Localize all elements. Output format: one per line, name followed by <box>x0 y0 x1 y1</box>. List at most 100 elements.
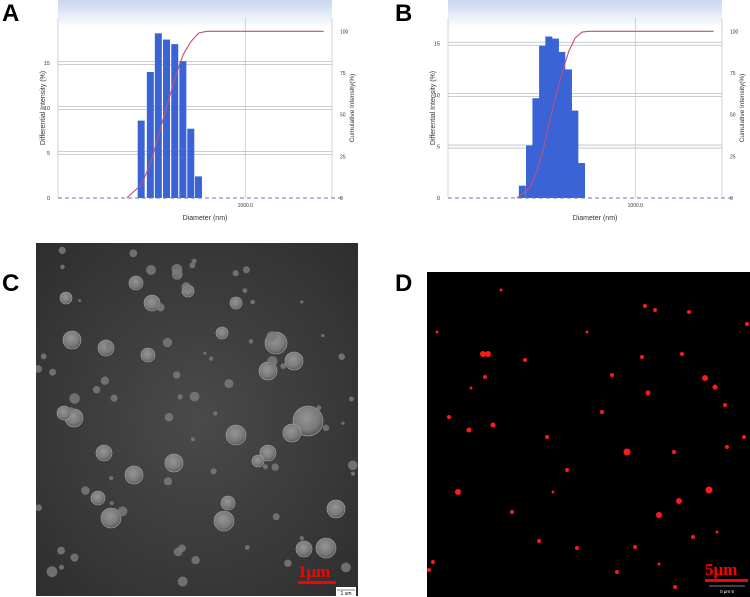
fluorescent-dot-20 <box>673 585 677 589</box>
small-particle <box>232 270 239 277</box>
fluorescence-background <box>427 272 750 597</box>
fluorescent-dot-7 <box>702 375 708 381</box>
small-particle <box>316 405 322 411</box>
small-particle <box>40 353 47 360</box>
fluorescent-dot-10 <box>466 427 472 433</box>
nanoparticle-10 <box>164 453 184 473</box>
fluorescent-dot-43 <box>435 330 439 334</box>
small-particle <box>321 334 325 338</box>
fluorescent-dot-33 <box>672 450 676 454</box>
small-particle <box>177 394 183 400</box>
scale-legend-box <box>336 587 356 596</box>
nanoparticle-11 <box>225 424 247 446</box>
y-tick-label: 15 <box>434 42 440 48</box>
bar-0 <box>137 120 145 198</box>
small-particle <box>109 476 114 481</box>
small-particle <box>67 407 75 414</box>
small-particle <box>36 365 42 373</box>
bar-0 <box>518 185 526 198</box>
small-particle <box>105 341 115 352</box>
small-particle <box>203 351 207 355</box>
bar-6 <box>187 128 195 198</box>
small-particle <box>242 266 250 274</box>
bar-5 <box>551 38 559 199</box>
y-tick-label: 0 <box>47 196 50 202</box>
small-particle <box>213 411 218 416</box>
small-particle <box>322 424 330 431</box>
fluorescent-dot-37 <box>742 435 746 439</box>
nanoparticle-15 <box>292 405 324 437</box>
fluorescent-dot-4 <box>455 489 461 495</box>
nanoparticle-16 <box>282 423 302 443</box>
small-particle <box>173 371 181 379</box>
small-particle <box>210 468 217 475</box>
y-tick-label: 10 <box>434 93 440 99</box>
small-particle <box>49 368 56 376</box>
y2-axis-label: Cumulative Intensity(%) <box>349 74 356 143</box>
bar-4 <box>545 36 553 199</box>
x-tick-label: 1000.0 <box>238 203 254 209</box>
fluorescent-dot-6 <box>656 512 662 518</box>
dls-chart-a: 0 5 10 15 0 25 50 75 100 1000.0 Diameter (nm) Diffe… <box>40 0 356 222</box>
bar-1 <box>526 145 534 198</box>
tem-micrograph: 1μm 1 um <box>36 243 358 596</box>
panel-label-d: D <box>395 270 413 297</box>
small-particle <box>78 299 82 303</box>
small-particle <box>163 477 172 486</box>
small-particle <box>173 547 183 557</box>
fluorescent-dot-0 <box>480 351 486 357</box>
fluorescent-dot-12 <box>610 373 614 377</box>
small-particle <box>46 566 58 578</box>
fluorescent-dot-11 <box>490 422 496 428</box>
fluorescent-dot-34 <box>431 560 435 564</box>
fluorescent-dot-15 <box>745 322 749 326</box>
small-particle <box>250 299 255 305</box>
small-particle <box>162 338 173 348</box>
small-particle <box>109 501 114 506</box>
scale-small-label-d: 0 μm 5 <box>720 589 734 594</box>
fluorescent-dot-3 <box>705 486 713 494</box>
y2-tick-label: 100 <box>730 29 739 35</box>
scale-label-d: 5μm <box>705 560 737 579</box>
scale-bar <box>298 581 336 584</box>
bar-1 <box>146 72 154 198</box>
bar-4 <box>171 44 179 198</box>
scale-bar-d <box>705 579 748 582</box>
fluorescent-dot-31 <box>510 510 514 514</box>
x-axis-label: Diameter (nm) <box>573 215 618 222</box>
y2-axis-label: Cumulative Intensity(%) <box>739 74 746 143</box>
fluorescent-dot-35 <box>633 545 637 549</box>
fluorescent-dot-5 <box>676 498 682 504</box>
small-particle <box>191 556 200 565</box>
y-tick-label: 0 <box>437 196 440 202</box>
chart-header-band <box>448 0 722 28</box>
nanoparticle-2 <box>140 347 156 363</box>
fluorescent-dot-16 <box>723 403 727 407</box>
small-particle <box>262 464 268 470</box>
fluorescent-dot-25 <box>447 415 451 419</box>
fluorescent-dot-9 <box>645 390 651 396</box>
small-particle <box>280 363 287 369</box>
small-particle <box>58 246 66 254</box>
dls-chart-b: 0 5 10 15 0 25 50 75 100 1000.0 Diameter (nm) Diffe… <box>430 0 746 222</box>
small-particle <box>156 303 165 312</box>
fluorescent-dot-29 <box>691 535 695 539</box>
cumulative-line <box>516 30 714 199</box>
bar-2 <box>532 98 540 198</box>
nanoparticle-0 <box>62 330 82 350</box>
small-particle <box>341 562 351 573</box>
fluorescent-dot-18 <box>575 546 579 550</box>
small-particle <box>266 331 278 342</box>
bar-3 <box>539 45 547 199</box>
nanoparticle-19 <box>128 275 144 291</box>
fluorescent-dot-13 <box>640 355 644 359</box>
small-particle <box>92 386 101 394</box>
y-tick-label: 5 <box>47 151 50 157</box>
y2-tick-label: 50 <box>730 113 736 119</box>
bar-7 <box>564 69 572 198</box>
chart-header-band <box>58 0 332 28</box>
fluorescent-dot-24 <box>483 375 487 379</box>
y2-tick-label: 75 <box>730 71 736 77</box>
x-axis-label: Diameter (nm) <box>183 215 228 222</box>
small-particle <box>271 463 279 471</box>
